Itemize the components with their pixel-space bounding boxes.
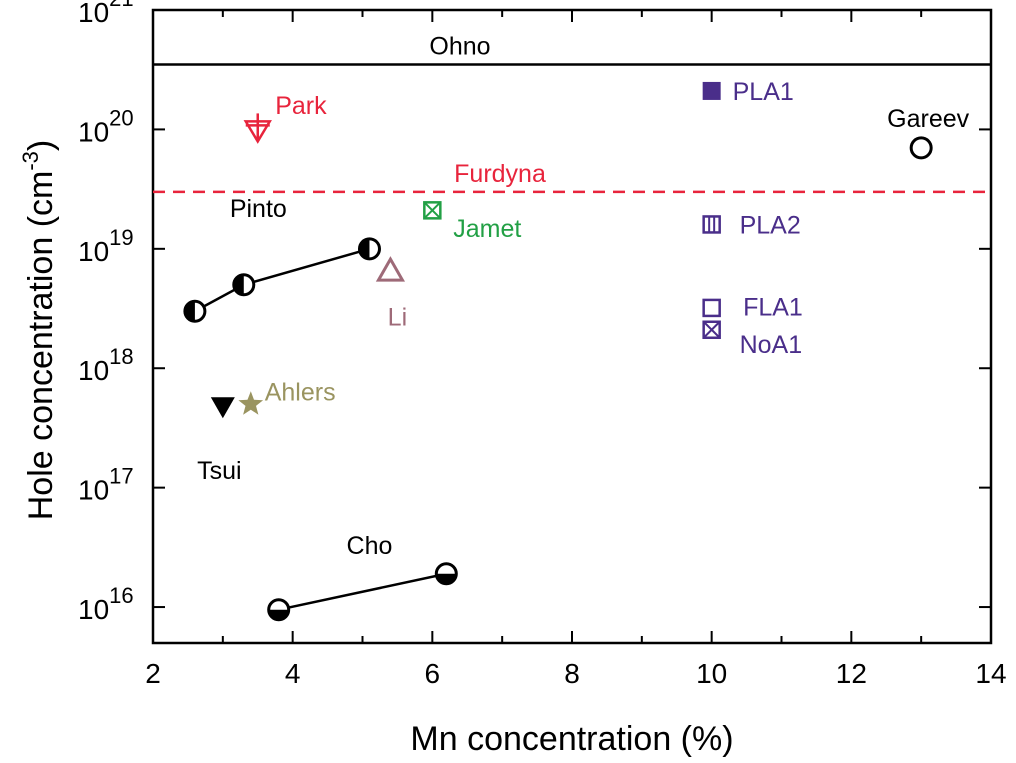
point-labels: Ohno Furdyna Pinto Cho Park Jamet Li Ahlers Tsui… — [197, 32, 970, 560]
point-label-noa1: NoA1 — [740, 331, 803, 359]
series-gareev — [909, 136, 933, 160]
series-line-pinto — [194, 247, 370, 313]
y-tick-exp: 18 — [109, 344, 133, 369]
y-tick-base: 10 — [78, 355, 109, 386]
y-tick-exp: 17 — [109, 464, 133, 489]
point-label-jamet: Jamet — [453, 215, 521, 243]
data-point-park-0 — [243, 113, 272, 144]
y-tick-base: 10 — [78, 116, 109, 147]
series-li — [375, 256, 406, 282]
axis-ticks: 2468101214101610171018101910201021 — [78, 0, 1007, 689]
y-axis-title-sup: -3 — [18, 151, 43, 171]
data-point-li-0 — [375, 256, 406, 282]
y-tick-base: 10 — [78, 236, 109, 267]
point-label-li: Li — [388, 304, 407, 332]
point-label-ahlers: Ahlers — [265, 378, 336, 406]
series-pinto — [183, 237, 381, 323]
y-tick-label: 1018 — [78, 344, 134, 386]
data-point-jamet-0 — [423, 201, 442, 220]
series-ahlers — [238, 391, 264, 415]
data-point-cho-1 — [434, 562, 458, 586]
data-point-pinto-1 — [232, 273, 256, 297]
series-noa1 — [702, 320, 721, 340]
series-pla2 — [702, 215, 721, 234]
x-axis-title: Mn concentration (%) — [410, 720, 733, 758]
y-tick-label: 1019 — [78, 225, 134, 267]
x-tick-label: 2 — [145, 658, 161, 689]
point-label-pla1: PLA1 — [733, 78, 794, 106]
data-point-noa1-0 — [702, 320, 721, 340]
y-tick-label: 1021 — [78, 0, 134, 28]
data-point-pinto-2 — [357, 237, 381, 261]
y-axis-title-main: Hole concentration (cm — [22, 171, 60, 521]
point-label-tsui: Tsui — [197, 457, 241, 485]
series-park — [243, 113, 272, 144]
data-point-fla1-0 — [702, 298, 721, 318]
point-label-fla1: FLA1 — [743, 293, 803, 321]
y-tick-base: 10 — [78, 475, 109, 506]
y-tick-label: 1016 — [78, 583, 134, 625]
reference-label-furdyna: Furdyna — [454, 160, 546, 188]
point-label-pla2: PLA2 — [740, 211, 801, 239]
series-fla1 — [702, 298, 721, 318]
series-pla1 — [702, 81, 721, 100]
data-point-pla2-0 — [702, 215, 721, 234]
series-line-cho — [278, 572, 447, 611]
x-tick-label: 12 — [836, 658, 867, 689]
point-label-gareev: Gareev — [887, 105, 969, 133]
y-tick-label: 1020 — [78, 105, 134, 147]
x-tick-label: 14 — [975, 658, 1006, 689]
data-point-tsui-0 — [210, 397, 235, 419]
reference-label-ohno: Ohno — [429, 32, 490, 60]
y-axis-title: Hole concentration (cm-3) — [18, 140, 60, 521]
data-point-pla1-0 — [702, 81, 721, 100]
series-cho — [267, 562, 458, 622]
point-label-park: Park — [275, 92, 327, 120]
y-tick-base: 10 — [78, 594, 109, 625]
y-tick-exp: 20 — [109, 105, 133, 130]
data-point-gareev-0 — [909, 136, 933, 160]
y-tick-exp: 16 — [109, 583, 133, 608]
y-tick-label: 1017 — [78, 464, 134, 506]
series-jamet — [423, 201, 442, 220]
y-tick-exp: 21 — [109, 0, 133, 11]
x-tick-label: 8 — [564, 658, 580, 689]
x-tick-label: 10 — [696, 658, 727, 689]
x-tick-label: 6 — [425, 658, 441, 689]
reference-lines — [153, 63, 991, 194]
y-tick-base: 10 — [78, 0, 109, 28]
y-tick-exp: 19 — [109, 225, 133, 250]
y-axis-title-close: ) — [22, 140, 60, 151]
point-label-cho: Cho — [347, 532, 393, 560]
point-label-pinto: Pinto — [230, 195, 287, 223]
data-point-cho-0 — [267, 598, 291, 622]
data-point-pinto-0 — [183, 299, 207, 323]
x-tick-label: 4 — [285, 658, 301, 689]
series-tsui — [210, 397, 235, 419]
data-series — [183, 81, 933, 622]
data-point-ahlers-0 — [238, 391, 264, 415]
